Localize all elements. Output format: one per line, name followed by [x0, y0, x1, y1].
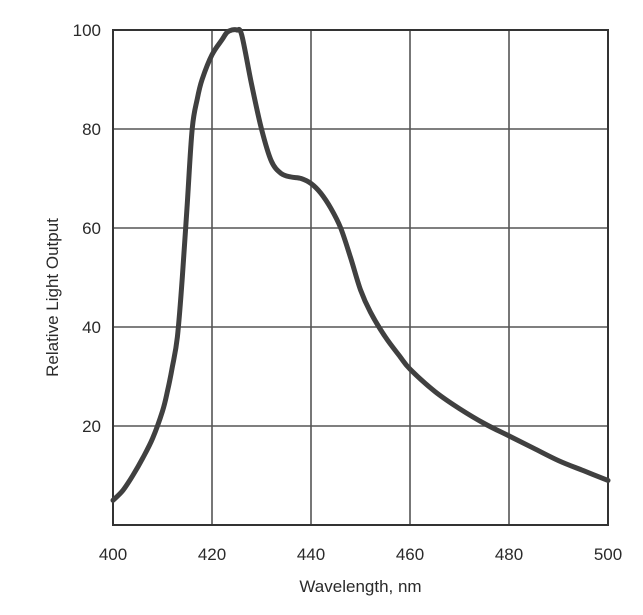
y-tick-label: 40: [82, 318, 101, 337]
x-axis-title: Wavelength, nm: [299, 577, 421, 596]
x-tick-label: 480: [495, 545, 523, 564]
y-tick-label: 60: [82, 219, 101, 238]
x-tick-label: 400: [99, 545, 127, 564]
y-tick-label: 20: [82, 417, 101, 436]
series-line: [110, 26, 611, 503]
x-tick-label: 420: [198, 545, 226, 564]
y-tick-label: 80: [82, 120, 101, 139]
y-tick-labels: 20 40 60 80 100: [73, 21, 101, 436]
x-tick-labels: 400 420 440 460 480 500: [99, 545, 622, 564]
plot-frame: [112, 29, 609, 526]
x-tick-label: 460: [396, 545, 424, 564]
grid: [113, 30, 608, 525]
y-tick-label: 100: [73, 21, 101, 40]
y-axis-title: Relative Light Output: [43, 218, 62, 377]
x-tick-label: 500: [594, 545, 622, 564]
series-group: [110, 26, 611, 503]
x-tick-label: 440: [297, 545, 325, 564]
